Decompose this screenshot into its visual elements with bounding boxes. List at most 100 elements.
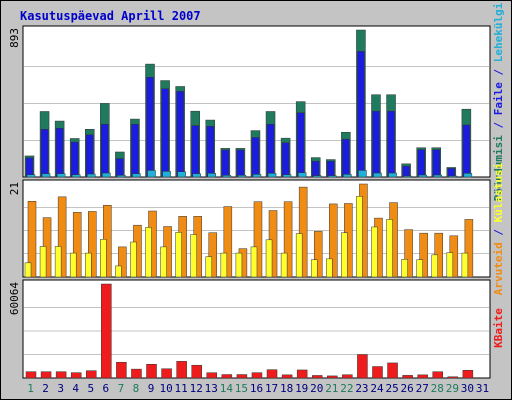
day-label-28: 28 [431, 382, 444, 395]
day-label-3: 3 [57, 382, 64, 395]
bar-mid-arvuteid-day-14 [223, 206, 233, 278]
day-label-14: 14 [220, 382, 234, 395]
bar-bot-kbaite-day-27 [417, 374, 428, 379]
legend-part-4: Lehekülgi [492, 2, 505, 62]
bar-bot-kbaite-day-9 [146, 364, 157, 379]
bar-top-lehekülgi-day-15 [237, 175, 247, 178]
bar-bot-kbaite-day-14 [221, 374, 233, 379]
bar-bot-kbaite-day-17 [266, 369, 278, 379]
bar-mid-külastusi-day-2 [39, 246, 47, 278]
bar-top-faile-day-11 [176, 91, 184, 178]
bar-bot-kbaite-day-26 [402, 375, 413, 379]
bar-top-lehekülgi-day-14 [222, 175, 232, 178]
bar-bot-kbaite-day-2 [40, 371, 52, 379]
bar-bot-kbaite-day-20 [311, 375, 323, 379]
bar-top-lehekülgi-day-21 [328, 175, 337, 178]
bar-mid-külastusi-day-21 [326, 258, 333, 278]
right-axis-text-bot: KBaite [492, 308, 505, 348]
day-label-31: 31 [476, 382, 489, 395]
panel-top: 893 [8, 25, 491, 178]
bar-mid-arvuteid-day-27 [419, 232, 428, 278]
bar-top-lehekülgi-day-19 [297, 172, 307, 178]
bar-top-faile-day-14 [221, 149, 230, 178]
bar-top-faile-day-5 [86, 134, 94, 178]
x-axis-day-labels: 1 2 3 4 5 6 7 8 9 10 11 12 13 14 15 16 17 18 19 20 21 22 23 24 2… [27, 382, 489, 395]
bar-mid-külastusi-day-28 [431, 254, 438, 278]
bar-bot-kbaite-day-22 [342, 374, 353, 379]
bar-mid-arvuteid-day-21 [329, 203, 338, 278]
bar-top-lehekülgi-day-6 [102, 172, 111, 178]
bar-mid-külastusi-day-4 [69, 252, 77, 278]
bar-top-faile-day-10 [161, 88, 169, 178]
bar-top-lehekülgi-day-13 [207, 173, 217, 178]
day-label-26: 26 [401, 382, 414, 395]
bar-bot-kbaite-day-13 [206, 372, 218, 379]
panel-top-max-label: 893 [8, 28, 21, 48]
bar-mid-külastusi-day-19 [295, 233, 303, 278]
bar-top-faile-day-29 [447, 168, 456, 178]
bar-top-faile-day-25 [387, 110, 395, 178]
bar-bot-kbaite-day-10 [161, 368, 172, 379]
chart-panels: 893 21 60064 [8, 25, 491, 379]
bar-mid-arvuteid-day-13 [208, 232, 218, 278]
bar-top-lehekülgi-day-1 [26, 174, 36, 178]
bar-top-lehekülgi-day-29 [448, 175, 458, 178]
legend-part-0: Pöördumisi [492, 135, 505, 202]
bar-top-faile-day-26 [402, 165, 410, 178]
day-label-17: 17 [265, 382, 278, 395]
day-label-8: 8 [133, 382, 140, 395]
bar-mid-külastusi-day-16 [250, 246, 258, 278]
day-label-16: 16 [250, 382, 263, 395]
bar-top-lehekülgi-day-24 [373, 172, 382, 178]
day-label-18: 18 [280, 382, 293, 395]
day-label-12: 12 [190, 382, 203, 395]
bar-top-faile-day-2 [40, 129, 49, 178]
day-label-23: 23 [355, 382, 368, 395]
right-axis-label-top: Pöördumisi / Faile / Lehekülgi [492, 2, 505, 201]
bar-mid-arvuteid-day-7 [118, 246, 127, 278]
day-label-21: 21 [325, 382, 338, 395]
day-label-25: 25 [385, 382, 398, 395]
right-axis-label-bot: KBaite [492, 308, 505, 348]
bar-top-lehekülgi-day-12 [192, 173, 201, 178]
bar-mid-külastusi-day-14 [220, 252, 228, 278]
day-label-22: 22 [340, 382, 353, 395]
day-label-4: 4 [72, 382, 79, 395]
bar-top-lehekülgi-day-7 [117, 175, 126, 178]
day-label-2: 2 [42, 382, 49, 395]
bar-bot-kbaite-day-12 [191, 364, 202, 379]
bar-top-lehekülgi-day-10 [162, 171, 171, 178]
bar-mid-arvuteid-day-1 [27, 201, 37, 278]
day-label-27: 27 [416, 382, 429, 395]
bar-top-lehekülgi-day-9 [147, 170, 156, 178]
bar-top-faile-day-23 [357, 51, 365, 178]
bar-mid-külastusi-day-13 [205, 256, 213, 278]
bar-bot-kbaite-day-19 [296, 369, 308, 379]
day-label-30: 30 [461, 382, 474, 395]
bar-bot-kbaite-day-16 [251, 372, 263, 379]
bar-mid-külastusi-day-1 [24, 262, 32, 278]
bar-bot-kbaite-day-23 [357, 354, 368, 379]
bar-mid-arvuteid-day-30 [464, 219, 474, 278]
day-label-9: 9 [148, 382, 155, 395]
day-label-1: 1 [27, 382, 34, 395]
day-label-6: 6 [103, 382, 110, 395]
right-axis-text-mid: Arvuteid / Külastusi [492, 162, 505, 295]
bar-top-lehekülgi-day-23 [358, 170, 367, 178]
bar-mid-külastusi-day-7 [115, 265, 122, 278]
panel-bot-max-label: 60064 [8, 282, 21, 315]
bar-top-faile-day-18 [281, 142, 290, 178]
bar-top-lehekülgi-day-8 [132, 173, 141, 178]
panel-mid: 21 [8, 179, 491, 278]
bar-bot-kbaite-day-21 [327, 375, 338, 379]
bar-top-faile-day-27 [417, 149, 425, 178]
bar-top-faile-day-3 [55, 128, 64, 178]
bar-mid-külastusi-day-15 [235, 252, 243, 278]
bar-mid-arvuteid-day-16 [253, 201, 263, 278]
bar-mid-arvuteid-day-3 [57, 196, 67, 278]
day-label-20: 20 [310, 382, 323, 395]
bar-top-lehekülgi-day-28 [433, 174, 442, 178]
bar-mid-külastusi-day-11 [175, 232, 182, 278]
bar-top-lehekülgi-day-5 [87, 173, 96, 178]
